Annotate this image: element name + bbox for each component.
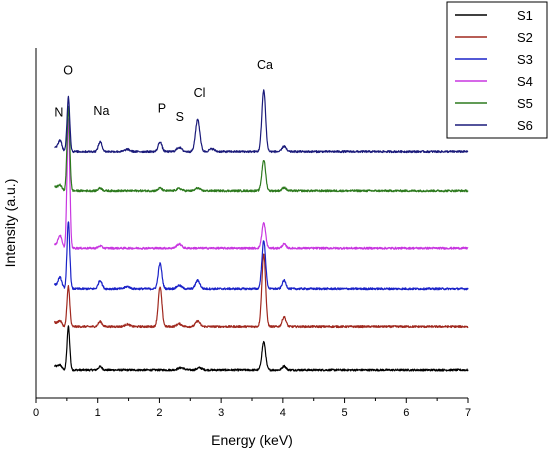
legend-label: S4	[517, 74, 533, 89]
legend-label: S5	[517, 96, 533, 111]
element-label-s: S	[176, 110, 184, 124]
series-line-s1	[53, 325, 469, 372]
axes: Energy (keV) Intensity (a.u.) 0 1 2 3 4 5 6 7	[2, 48, 471, 448]
series-line-s2	[53, 253, 469, 329]
legend-label: S1	[517, 8, 533, 23]
x-tick-label: 0	[33, 407, 39, 419]
element-label-ca: Ca	[257, 58, 273, 72]
series-line-s6	[54, 89, 469, 154]
x-axis-title: Energy (keV)	[211, 432, 293, 448]
element-annotations: N O Na PS Cl Ca	[54, 58, 273, 124]
plot-area	[53, 89, 469, 372]
series-line-s4	[54, 118, 469, 250]
x-tick-label: 5	[342, 407, 348, 419]
legend-box	[446, 1, 548, 139]
x-tick-label: 2	[156, 407, 162, 419]
x-tick-label: 4	[280, 407, 286, 419]
legend-label: S2	[517, 30, 533, 45]
element-label-na: Na	[93, 104, 109, 118]
y-axis-title: Intensity (a.u.)	[2, 179, 18, 268]
x-tick-label: 3	[218, 407, 224, 419]
series-line-s5	[54, 105, 469, 193]
legend: S1 S2 S3 S4 S5 S6	[446, 1, 548, 139]
element-label-n: N	[54, 106, 63, 120]
legend-label: S3	[517, 52, 533, 67]
legend-label: S6	[517, 118, 533, 133]
element-label-p: P	[158, 101, 166, 115]
x-tick-label: 1	[95, 407, 101, 419]
series-line-s3	[53, 221, 469, 291]
element-label-o: O	[63, 64, 73, 78]
x-tick-label: 6	[403, 407, 409, 419]
element-label-cl: Cl	[194, 86, 206, 100]
x-tick-label: 7	[465, 407, 471, 419]
